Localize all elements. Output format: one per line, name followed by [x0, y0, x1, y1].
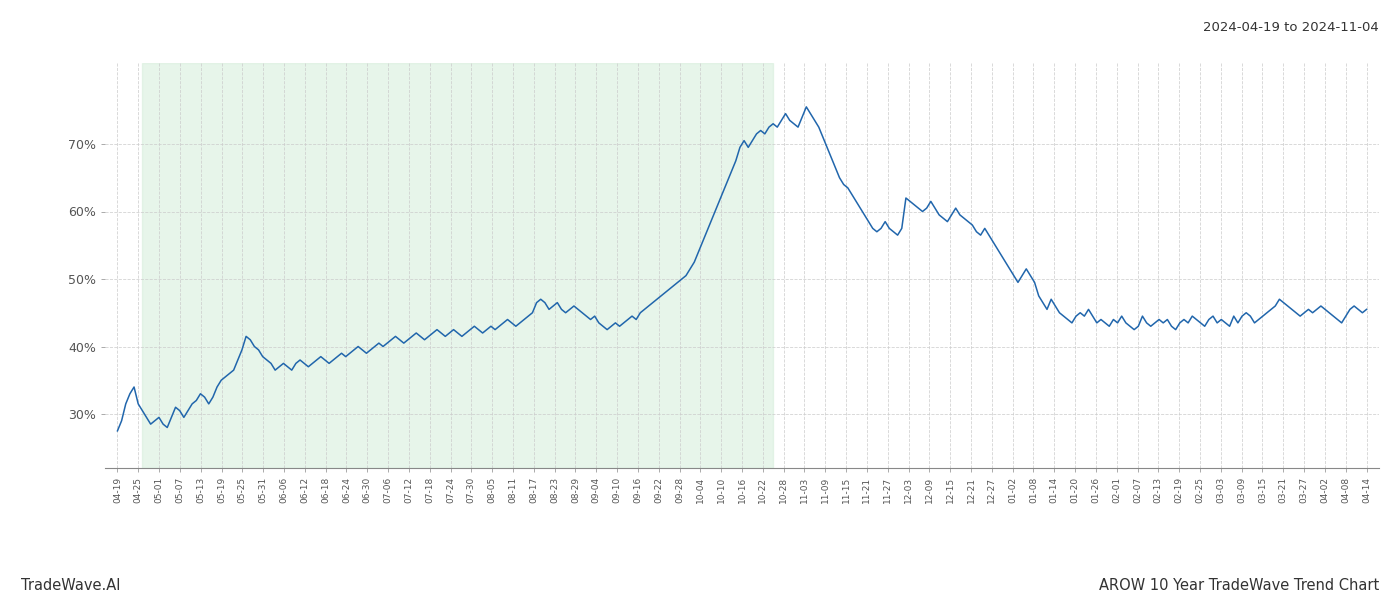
- Bar: [143, 63, 773, 468]
- Text: 2024-04-19 to 2024-11-04: 2024-04-19 to 2024-11-04: [1203, 21, 1379, 34]
- Text: TradeWave.AI: TradeWave.AI: [21, 578, 120, 593]
- Text: AROW 10 Year TradeWave Trend Chart: AROW 10 Year TradeWave Trend Chart: [1099, 578, 1379, 593]
